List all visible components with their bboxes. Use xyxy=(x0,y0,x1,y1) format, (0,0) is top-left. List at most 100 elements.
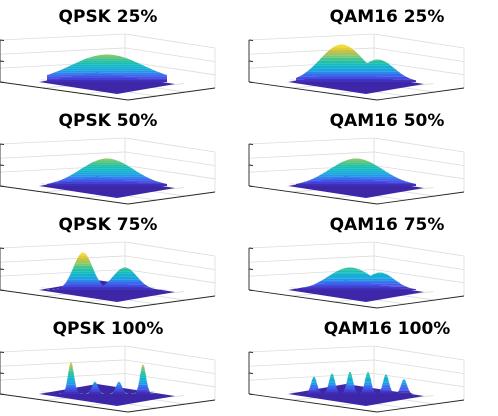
grid-line xyxy=(0,151,126,159)
surface-band xyxy=(296,387,416,394)
surface-band xyxy=(47,180,167,184)
surface-band xyxy=(47,287,167,290)
surface-band xyxy=(296,68,416,81)
x-axis xyxy=(248,81,378,101)
surface-band xyxy=(47,391,167,394)
grid-line xyxy=(0,47,126,55)
x-axis xyxy=(248,393,378,413)
z-tick xyxy=(248,268,254,270)
surface-band xyxy=(296,288,416,290)
z-tick xyxy=(248,39,254,41)
surface-band xyxy=(296,184,416,186)
grid-line xyxy=(124,345,216,361)
plot-title: QAM16 75% xyxy=(330,215,445,235)
z-tick xyxy=(248,185,254,187)
y-axis xyxy=(376,399,465,413)
surface-band xyxy=(296,379,416,394)
surface-band xyxy=(47,70,167,76)
grid-line xyxy=(373,151,465,166)
surface-band xyxy=(296,381,416,394)
y-axis xyxy=(127,399,216,413)
grid-line xyxy=(0,345,126,353)
grid-line xyxy=(124,269,216,284)
y-axis xyxy=(376,191,465,205)
surface-band xyxy=(296,176,416,184)
surface-plot-7: QPSK 100% xyxy=(0,319,216,413)
grid-line xyxy=(373,345,465,361)
plot-title: QAM16 100% xyxy=(324,319,451,339)
y-axis xyxy=(127,87,216,101)
surface-plot-2: QAM16 25% xyxy=(248,7,465,101)
grid-line xyxy=(0,359,126,367)
surface xyxy=(288,371,424,406)
z-tick xyxy=(0,289,5,291)
surface-band xyxy=(296,178,416,184)
surface-band xyxy=(296,76,416,81)
grid-line xyxy=(248,255,375,263)
surface-band xyxy=(296,282,416,290)
z-tick xyxy=(248,164,254,166)
z-tick xyxy=(0,185,5,187)
z-tick xyxy=(248,351,254,353)
z-tick xyxy=(0,39,5,41)
z-tick xyxy=(0,268,5,270)
grid-line xyxy=(373,33,465,49)
grid-line xyxy=(0,137,126,145)
grid-line xyxy=(124,165,216,180)
grid-line xyxy=(373,47,465,62)
grid-line xyxy=(248,373,375,381)
surface-band xyxy=(296,392,416,394)
y-axis xyxy=(376,87,465,101)
surface xyxy=(39,54,175,94)
surface-band xyxy=(47,174,167,184)
surface-band xyxy=(47,182,167,184)
grid-line xyxy=(248,33,375,41)
plot-title: QPSK 75% xyxy=(59,215,158,235)
grid-line xyxy=(373,165,465,180)
grid-line xyxy=(124,61,216,76)
grid-line xyxy=(373,137,465,153)
plot-title: QAM16 25% xyxy=(330,7,445,27)
surface-band xyxy=(296,71,416,81)
z-tick xyxy=(248,81,254,83)
grid-line xyxy=(373,373,465,388)
grid-line xyxy=(124,241,216,257)
surface-plot-4: QAM16 50% xyxy=(248,111,465,205)
surface-band xyxy=(47,176,167,184)
surface-band xyxy=(47,389,167,394)
z-tick xyxy=(0,247,5,249)
surface-band xyxy=(296,286,416,290)
y-axis xyxy=(376,295,465,309)
grid-line xyxy=(124,255,216,270)
plot-title: QPSK 50% xyxy=(59,111,158,131)
surface-band xyxy=(296,182,416,184)
x-axis xyxy=(0,185,129,205)
grid-line xyxy=(373,241,465,257)
surface-band xyxy=(47,72,167,76)
grid-line xyxy=(0,33,126,41)
grid-line xyxy=(0,241,126,249)
z-tick xyxy=(0,372,5,374)
plot-title: QPSK 25% xyxy=(59,7,158,27)
z-tick xyxy=(0,143,5,145)
z-tick xyxy=(248,143,254,145)
surface-band xyxy=(296,79,416,82)
grid-line xyxy=(373,255,465,270)
z-tick xyxy=(248,247,254,249)
x-axis xyxy=(0,393,129,413)
z-tick xyxy=(0,164,5,166)
surface-band xyxy=(47,76,167,79)
z-tick xyxy=(248,289,254,291)
surface-band xyxy=(47,78,167,80)
plot-title: QAM16 50% xyxy=(330,111,445,131)
grid-line xyxy=(124,151,216,166)
surface-band xyxy=(296,390,416,394)
grid-line xyxy=(0,373,126,381)
surface-band xyxy=(296,389,416,394)
surface-band xyxy=(296,386,416,394)
grid-line xyxy=(248,241,375,249)
surface-band xyxy=(47,80,167,82)
surface-band xyxy=(296,174,416,184)
surface xyxy=(39,252,175,302)
surface-band xyxy=(296,285,416,290)
